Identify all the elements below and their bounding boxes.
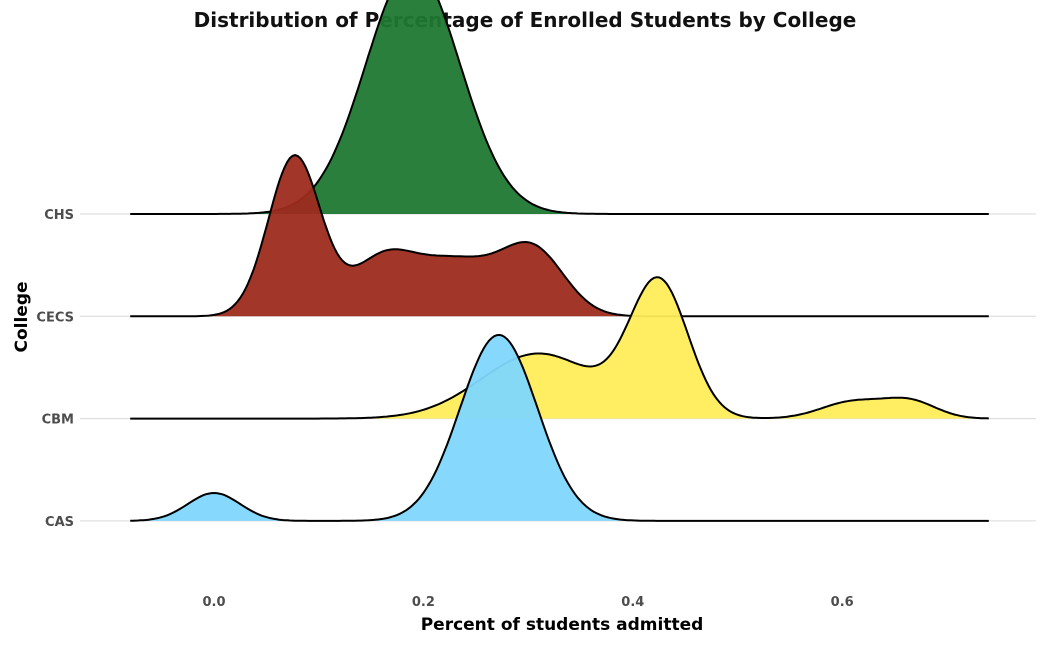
y-tick-cecs: CECS (36, 310, 74, 325)
x-tick-0.4: 0.4 (621, 595, 644, 610)
density-line-chs (130, 0, 989, 215)
density-fill-cbm (130, 277, 989, 419)
y-axis-title: College (12, 281, 32, 352)
chart-title: Distribution of Percentage of Enrolled S… (193, 8, 857, 32)
y-tick-cas: CAS (45, 515, 74, 530)
x-tick-0.6: 0.6 (831, 595, 854, 610)
y-tick-chs: CHS (44, 208, 74, 223)
x-tick-labels: 0.0 0.2 0.4 0.6 (202, 595, 853, 610)
density-line-cecs (130, 154, 989, 318)
density-line-cas (130, 333, 989, 522)
ridge-chs (130, 0, 989, 215)
density-fill-chs (130, 0, 989, 214)
x-tick-0.0: 0.0 (202, 595, 225, 610)
x-tick-0.2: 0.2 (412, 595, 435, 610)
density-line-cbm (130, 276, 989, 420)
ridge-cecs (130, 154, 989, 318)
x-axis-title: Percent of students admitted (421, 615, 704, 635)
ridge-cbm (130, 276, 989, 420)
density-fill-cecs (130, 155, 989, 317)
y-tick-labels: CAS CBM CECS CHS (36, 208, 74, 530)
y-tick-cbm: CBM (42, 413, 74, 428)
density-fill-cas (130, 334, 989, 521)
ridge-cas (130, 333, 989, 522)
ridges (130, 0, 989, 522)
